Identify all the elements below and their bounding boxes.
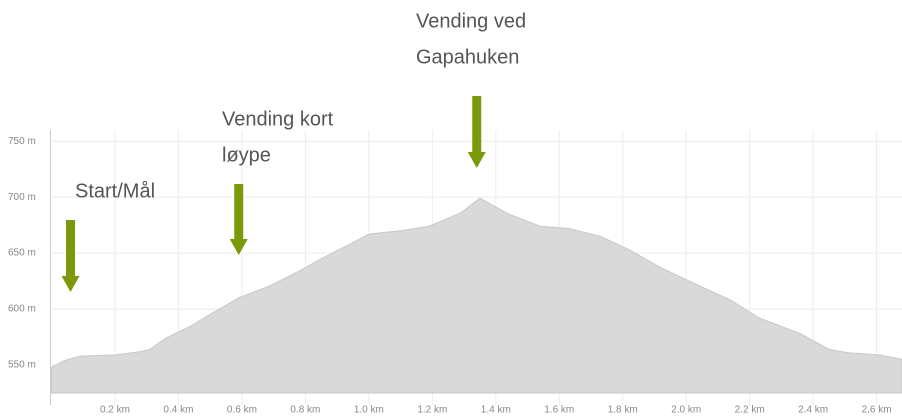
arrow-head [61, 276, 80, 292]
x-tick-label: 2.2 km [735, 405, 765, 416]
x-tick-label: 0.6 km [227, 405, 257, 416]
arrow-head [467, 152, 486, 168]
annotation-text: Gapahuken [416, 46, 519, 68]
arrow-shaft [234, 184, 244, 239]
y-tick-label: 600 m [8, 304, 36, 315]
y-tick-label: 700 m [8, 192, 36, 203]
x-tick-label: 1.0 km [354, 405, 384, 416]
x-tick-label: 1.6 km [544, 405, 574, 416]
arrow-shaft [472, 96, 482, 152]
x-tick-label: 1.2 km [417, 405, 447, 416]
elevation-area [51, 197, 902, 394]
y-tick-label: 550 m [8, 360, 36, 371]
x-tick-label: 2.4 km [798, 405, 828, 416]
arrow-head [229, 239, 248, 255]
x-tick-label: 1.4 km [481, 405, 511, 416]
annotation-text: Vending ved [416, 10, 526, 32]
annotation-text: Vending kort [222, 108, 334, 130]
x-tick-label: 0.8 km [290, 405, 320, 416]
y-tick-label: 650 m [8, 248, 36, 259]
x-tick-label: 2.6 km [862, 405, 892, 416]
arrow-shaft [66, 220, 76, 276]
annotation-text: Start/Mål [75, 180, 155, 202]
x-tick-label: 2.0 km [671, 405, 701, 416]
annotation-text: løype [222, 144, 271, 166]
x-tick-label: 1.8 km [608, 405, 638, 416]
x-tick-label: 0.4 km [163, 405, 193, 416]
y-tick-label: 750 m [8, 136, 36, 147]
x-tick-label: 0.2 km [100, 405, 130, 416]
